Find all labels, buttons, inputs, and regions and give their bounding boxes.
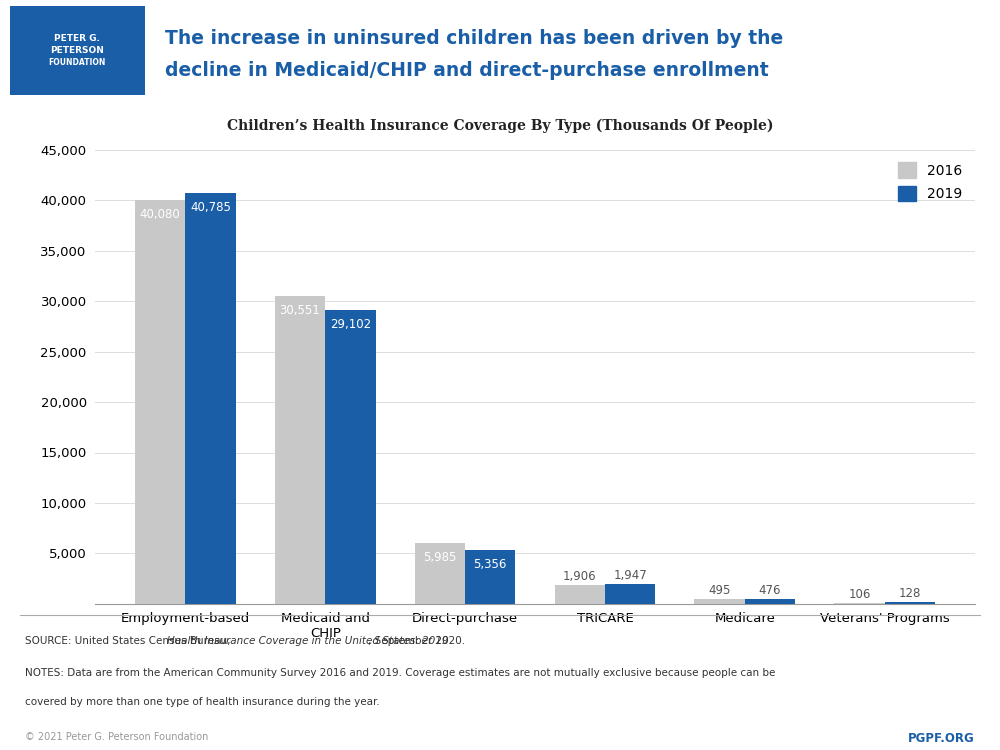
Text: PGPF.ORG: PGPF.ORG bbox=[908, 733, 975, 746]
Text: 29,102: 29,102 bbox=[330, 318, 371, 332]
Text: 5,356: 5,356 bbox=[474, 558, 507, 571]
Bar bbox=[555, 584, 605, 604]
Text: 1,906: 1,906 bbox=[563, 569, 597, 583]
Bar bbox=[465, 550, 515, 604]
Text: The increase in uninsured children has been driven by the: The increase in uninsured children has b… bbox=[165, 29, 783, 48]
Text: 128: 128 bbox=[899, 587, 921, 601]
Legend: 2016, 2019: 2016, 2019 bbox=[893, 157, 968, 207]
Text: 40,785: 40,785 bbox=[190, 200, 231, 214]
Text: 1,947: 1,947 bbox=[613, 569, 647, 582]
Bar bbox=[834, 603, 885, 604]
Text: 476: 476 bbox=[759, 584, 781, 597]
Text: © 2021 Peter G. Peterson Foundation: © 2021 Peter G. Peterson Foundation bbox=[25, 733, 208, 742]
Bar bbox=[325, 310, 376, 604]
Text: covered by more than one type of health insurance during the year.: covered by more than one type of health … bbox=[25, 698, 380, 707]
Text: 30,551: 30,551 bbox=[280, 304, 320, 316]
Bar bbox=[185, 193, 236, 604]
Bar bbox=[605, 584, 655, 604]
Bar bbox=[745, 599, 795, 604]
Text: SOURCE: United States Census Bureau,: SOURCE: United States Census Bureau, bbox=[25, 636, 234, 646]
Text: 495: 495 bbox=[708, 584, 731, 597]
Bar bbox=[415, 544, 465, 604]
Text: 106: 106 bbox=[848, 588, 871, 601]
Text: Children’s Health Insurance Coverage By Type (Thousands Of People): Children’s Health Insurance Coverage By … bbox=[227, 118, 773, 133]
Text: NOTES: Data are from the American Community Survey 2016 and 2019. Coverage estim: NOTES: Data are from the American Commun… bbox=[25, 668, 775, 678]
Text: , September 2020.: , September 2020. bbox=[368, 636, 465, 646]
Text: decline in Medicaid/CHIP and direct-purchase enrollment: decline in Medicaid/CHIP and direct-purc… bbox=[165, 62, 769, 80]
Text: FOUNDATION: FOUNDATION bbox=[48, 58, 106, 68]
FancyBboxPatch shape bbox=[10, 6, 145, 95]
Bar bbox=[275, 296, 325, 604]
Text: 40,080: 40,080 bbox=[140, 208, 181, 220]
Bar bbox=[135, 200, 185, 604]
Text: PETERSON: PETERSON bbox=[50, 46, 104, 56]
Bar bbox=[885, 602, 935, 604]
Text: PETER G.: PETER G. bbox=[54, 34, 100, 43]
Text: 5,985: 5,985 bbox=[423, 551, 457, 565]
Bar bbox=[694, 598, 745, 604]
Text: Health Insurance Coverage in the United States: 2019: Health Insurance Coverage in the United … bbox=[167, 636, 449, 646]
